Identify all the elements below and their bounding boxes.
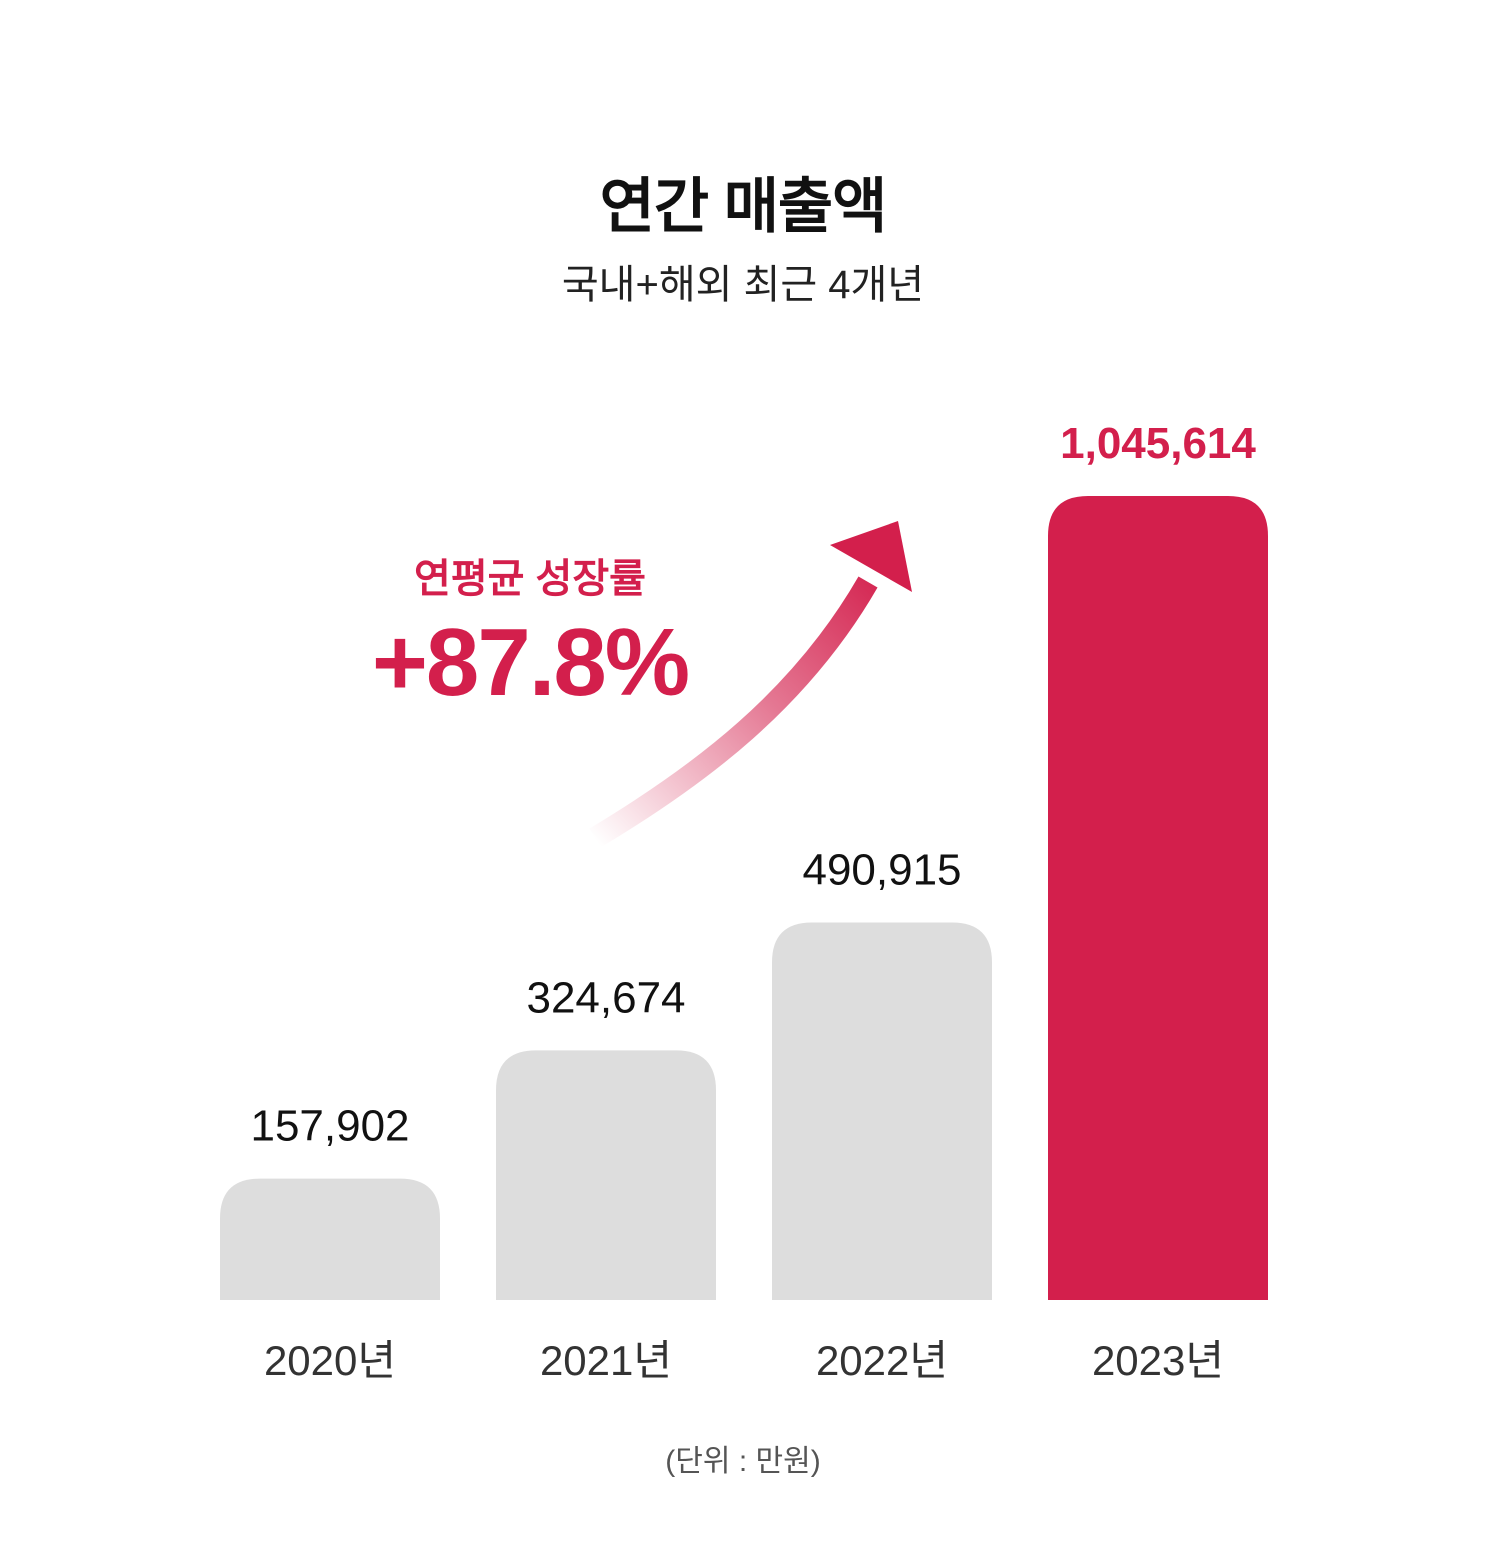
bar-1 bbox=[220, 1178, 440, 1300]
growth-rate-label: 연평균 성장률 bbox=[414, 557, 646, 601]
category-label-1: 2020년 bbox=[264, 1337, 396, 1384]
growth-arrow-icon bbox=[589, 521, 912, 848]
chart-title: 연간 매출액 bbox=[599, 173, 888, 240]
growth-arrow-head bbox=[830, 521, 912, 592]
bar-2 bbox=[496, 1050, 716, 1300]
bar-value-label-1: 157,902 bbox=[250, 1102, 409, 1151]
growth-rate-value: +87.8% bbox=[371, 609, 690, 716]
category-label-2: 2021년 bbox=[540, 1337, 672, 1384]
bar-3 bbox=[772, 922, 992, 1300]
growth-arrow-shaft bbox=[589, 576, 878, 848]
chart-subtitle: 국내+해외 최근 4개년 bbox=[561, 263, 925, 307]
category-label-4: 2023년 bbox=[1092, 1337, 1224, 1384]
bars-layer: 157,902 2020년 324,674 2021년 490,915 2022년 1,04… bbox=[220, 419, 1268, 1384]
bar-value-label-3: 490,915 bbox=[802, 846, 961, 895]
category-label-3: 2022년 bbox=[816, 1337, 948, 1384]
bar-value-label-2: 324,674 bbox=[526, 973, 685, 1022]
bar-value-label-4: 1,045,614 bbox=[1060, 419, 1256, 468]
bar-4 bbox=[1048, 496, 1268, 1300]
unit-note: (단위 : 만원) bbox=[665, 1445, 821, 1478]
